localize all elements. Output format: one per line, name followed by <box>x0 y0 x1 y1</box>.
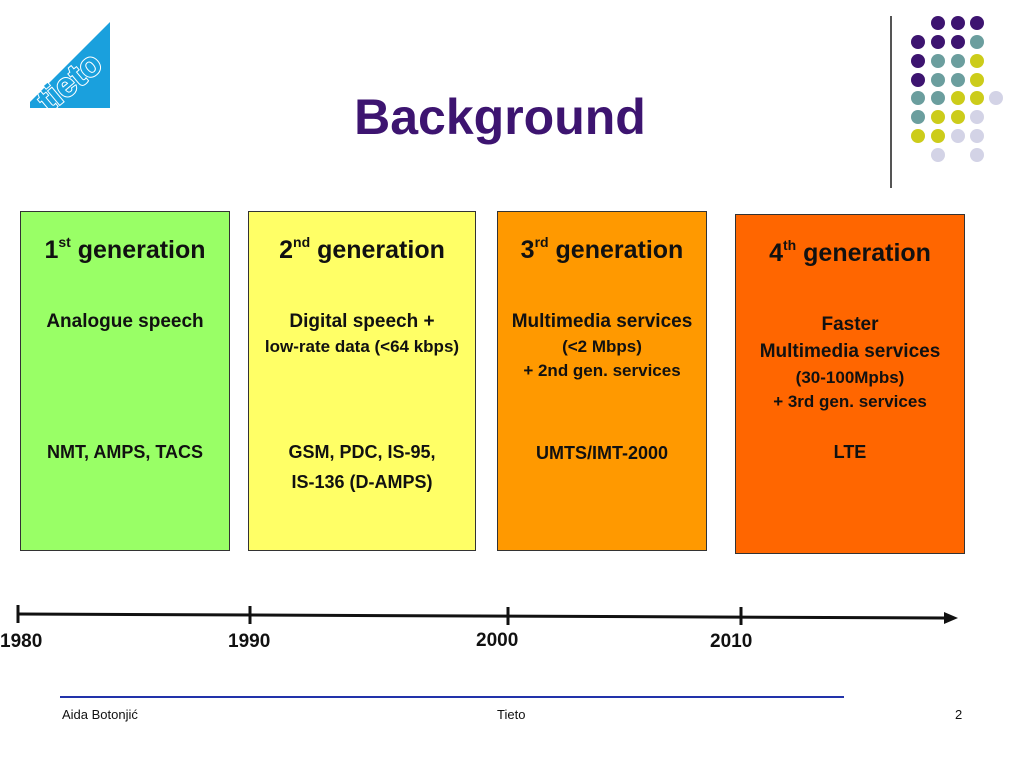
decorative-dot <box>931 148 945 162</box>
decorative-dot <box>911 91 925 105</box>
decorative-dot <box>911 54 925 68</box>
timeline-axis <box>16 605 958 625</box>
generation-3-box: 3rd generation Multimedia services (<2 M… <box>497 211 707 551</box>
generation-2-box: 2nd generation Digital speech + low-rate… <box>248 211 476 551</box>
decorative-dot <box>931 91 945 105</box>
page-title: Background <box>0 88 1000 146</box>
year-label-2010: 2010 <box>710 631 753 652</box>
decorative-dot <box>931 73 945 87</box>
decorative-dot <box>951 16 965 30</box>
generation-1-systems: NMT, AMPS, TACS <box>47 442 203 462</box>
decorative-dot <box>951 110 965 124</box>
decorative-dot <box>911 73 925 87</box>
decorative-dot <box>970 148 984 162</box>
generation-4-systems: LTE <box>833 442 867 462</box>
decorative-dot <box>970 91 984 105</box>
decorative-dot <box>970 129 984 143</box>
year-label-1980: 1980 <box>0 631 43 652</box>
generation-4-heading: 4th generation <box>769 237 931 267</box>
decorative-dot <box>911 129 925 143</box>
footer-company: Tieto <box>497 707 526 722</box>
generation-4-description-line3: (30-100Mpbs) <box>795 368 905 387</box>
tieto-logo: tieto <box>22 22 110 108</box>
generation-3-heading: 3rd generation <box>520 234 684 264</box>
decorative-dot <box>931 54 945 68</box>
decorative-dot <box>970 73 984 87</box>
title-text: Background <box>354 89 646 145</box>
decorative-line <box>890 16 892 188</box>
decorative-dot <box>951 35 965 49</box>
generation-3-description-line3: + 2nd gen. services <box>523 361 681 380</box>
generation-3-description-line2: (<2 Mbps) <box>562 337 642 356</box>
year-label-2000: 2000 <box>476 630 519 651</box>
decorative-dot <box>951 73 965 87</box>
generation-1-description: Analogue speech <box>46 311 204 332</box>
decorative-dot <box>931 129 945 143</box>
decorative-dot <box>931 110 945 124</box>
generation-2-heading: 2nd generation <box>279 234 445 264</box>
generation-3-systems: UMTS/IMT-2000 <box>535 443 669 463</box>
decorative-dot <box>970 54 984 68</box>
decorative-dot <box>911 110 925 124</box>
generation-1-box: 1st generation Analogue speech NMT, AMPS… <box>20 211 230 551</box>
generation-2-systems: GSM, PDC, IS-95, <box>288 442 436 462</box>
generation-2-description-line2: low-rate data (<64 kbps) <box>264 337 460 356</box>
decorative-dot <box>989 91 1003 105</box>
generation-4-description: Faster <box>821 314 879 335</box>
generation-1-heading: 1st generation <box>44 234 206 264</box>
decorative-dot <box>970 16 984 30</box>
footer-page-number: 2 <box>955 707 963 722</box>
decorative-dot <box>970 110 984 124</box>
generation-4-description-line4: + 3rd gen. services <box>773 392 927 411</box>
generation-4-description-line2: Multimedia services <box>759 341 941 362</box>
decorative-dot <box>951 54 965 68</box>
decorative-dot <box>951 129 965 143</box>
footer-divider <box>60 696 844 698</box>
decorative-dot <box>931 35 945 49</box>
decorative-dot <box>951 91 965 105</box>
footer-author: Aida Botonjić <box>62 707 138 722</box>
decorative-dot <box>911 35 925 49</box>
generation-3-description: Multimedia services <box>511 311 693 332</box>
decorative-dot <box>970 35 984 49</box>
generation-2-description: Digital speech + <box>289 311 435 332</box>
generation-4-box: 4th generation Faster Multimedia service… <box>735 214 965 554</box>
decorative-dot <box>931 16 945 30</box>
generation-2-systems-line2: IS-136 (D-AMPS) <box>291 472 433 492</box>
year-label-1990: 1990 <box>228 631 271 652</box>
